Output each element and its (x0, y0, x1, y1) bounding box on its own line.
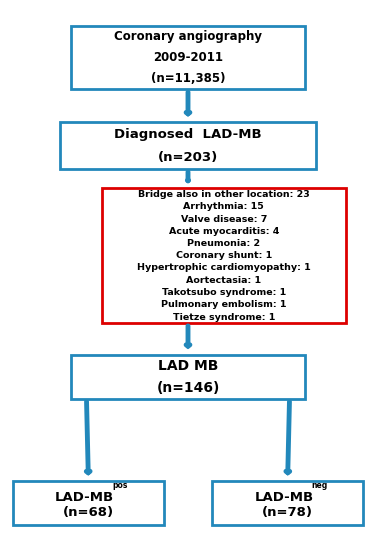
Text: Coronary angiography: Coronary angiography (114, 30, 262, 43)
Text: 2009-2011: 2009-2011 (153, 51, 223, 64)
Text: Coronary shunt: 1: Coronary shunt: 1 (176, 251, 272, 260)
Text: Aortectasia: 1: Aortectasia: 1 (186, 276, 261, 285)
Text: neg: neg (311, 481, 328, 490)
FancyBboxPatch shape (212, 481, 363, 525)
Text: Bridge also in other location: 23: Bridge also in other location: 23 (138, 190, 309, 199)
Text: Takotsubo syndrome: 1: Takotsubo syndrome: 1 (162, 288, 286, 297)
Text: Pulmonary embolism: 1: Pulmonary embolism: 1 (161, 300, 287, 309)
Text: Tietze syndrome: 1: Tietze syndrome: 1 (173, 312, 275, 322)
Text: (n=203): (n=203) (158, 151, 218, 164)
FancyBboxPatch shape (102, 188, 346, 323)
Text: Pneumonia: 2: Pneumonia: 2 (187, 239, 260, 248)
Text: Valve disease: 7: Valve disease: 7 (180, 214, 267, 223)
FancyBboxPatch shape (71, 26, 305, 89)
Text: Diagnosed  LAD-MB: Diagnosed LAD-MB (114, 128, 262, 141)
Text: pos: pos (113, 481, 128, 490)
Text: Arrhythmia: 15: Arrhythmia: 15 (183, 202, 264, 211)
FancyBboxPatch shape (13, 481, 164, 525)
Text: (n=78): (n=78) (262, 507, 313, 519)
Text: LAD MB: LAD MB (158, 359, 218, 373)
Text: (n=68): (n=68) (63, 507, 114, 519)
FancyBboxPatch shape (60, 123, 316, 169)
Text: Acute myocarditis: 4: Acute myocarditis: 4 (168, 227, 279, 236)
Text: (n=11,385): (n=11,385) (151, 73, 225, 85)
Text: LAD-MB: LAD-MB (55, 491, 114, 504)
FancyBboxPatch shape (71, 355, 305, 399)
Text: Hypertrophic cardiomyopathy: 1: Hypertrophic cardiomyopathy: 1 (137, 263, 311, 272)
Text: LAD-MB: LAD-MB (254, 491, 314, 504)
Text: (n=146): (n=146) (156, 381, 220, 395)
